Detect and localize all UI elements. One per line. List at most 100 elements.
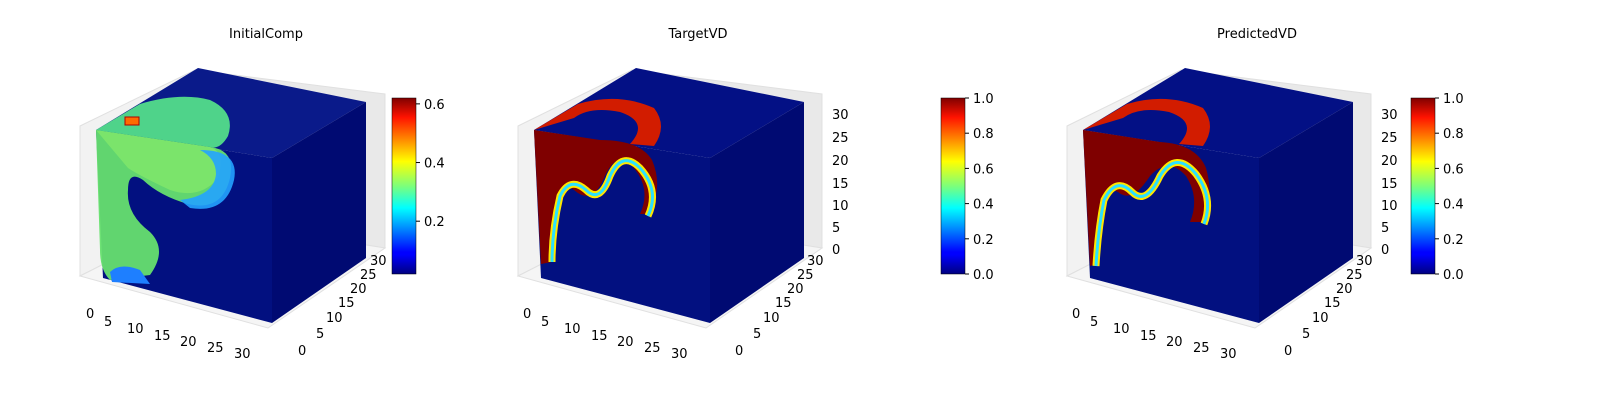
panel-title: TargetVD bbox=[667, 27, 727, 42]
cube-top bbox=[534, 68, 804, 158]
svg-text:30: 30 bbox=[832, 108, 849, 123]
svg-text:15: 15 bbox=[154, 329, 171, 344]
svg-text:10: 10 bbox=[326, 311, 343, 326]
svg-text:15: 15 bbox=[832, 177, 849, 192]
svg-text:5: 5 bbox=[316, 327, 324, 342]
svg-text:15: 15 bbox=[1140, 329, 1157, 344]
top-pattern bbox=[1083, 98, 1210, 146]
colorbar-gradient bbox=[1410, 97, 1436, 275]
voxel-cube bbox=[534, 68, 804, 323]
colorbar-tick-label: 0.0 bbox=[973, 268, 994, 283]
colorbar-tick-label: 0.4 bbox=[424, 157, 445, 172]
colorbar-ticks: 0.2 0.4 0.6 bbox=[416, 98, 445, 230]
svg-text:0: 0 bbox=[298, 344, 306, 359]
svg-text:5: 5 bbox=[1381, 221, 1389, 236]
colorbar-tick-label: 0.4 bbox=[973, 198, 994, 213]
svg-text:25: 25 bbox=[1381, 131, 1398, 146]
svg-text:30: 30 bbox=[1220, 347, 1237, 362]
cube-top bbox=[1083, 68, 1353, 158]
svg-text:15: 15 bbox=[775, 296, 792, 311]
svg-text:25: 25 bbox=[832, 131, 849, 146]
colorbar: 0.2 0.4 0.6 bbox=[391, 97, 445, 275]
colorbar-tick-label: 0.2 bbox=[973, 233, 994, 248]
colorbar-tick-label: 0.4 bbox=[1443, 198, 1464, 213]
svg-text:20: 20 bbox=[180, 335, 197, 350]
panel-title: PredictedVD bbox=[1217, 27, 1297, 42]
svg-text:10: 10 bbox=[1113, 322, 1130, 337]
cube-side bbox=[272, 102, 366, 323]
svg-text:30: 30 bbox=[1356, 254, 1373, 269]
colorbar-tick-label: 0.0 bbox=[1443, 268, 1464, 283]
panel-targetvd: TargetVD 0 5 10 15 20 25 30 0 5 10 bbox=[516, 27, 994, 362]
svg-text:0: 0 bbox=[735, 344, 743, 359]
svg-text:20: 20 bbox=[617, 335, 634, 350]
colorbar-tick-label: 0.8 bbox=[973, 127, 994, 142]
svg-text:10: 10 bbox=[1381, 199, 1398, 214]
colorbar-gradient bbox=[391, 97, 417, 275]
svg-text:10: 10 bbox=[763, 311, 780, 326]
svg-text:15: 15 bbox=[591, 329, 608, 344]
svg-text:5: 5 bbox=[1090, 315, 1098, 330]
colorbar-tick-label: 1.0 bbox=[1443, 92, 1464, 107]
svg-text:5: 5 bbox=[832, 221, 840, 236]
colorbar-tick-label: 0.2 bbox=[1443, 233, 1464, 248]
panel-predictedvd: PredictedVD 0 5 10 15 20 25 30 0 5 bbox=[1065, 27, 1464, 362]
cube-side bbox=[710, 102, 804, 323]
svg-text:5: 5 bbox=[104, 315, 112, 330]
svg-text:10: 10 bbox=[1312, 311, 1329, 326]
panel-initialcomp: InitialComp 0 5 10 15 20 25 30 bbox=[78, 27, 445, 362]
panel-title: InitialComp bbox=[229, 27, 303, 42]
voxel-cube bbox=[96, 68, 366, 323]
svg-text:0: 0 bbox=[832, 243, 840, 258]
svg-text:0: 0 bbox=[1072, 307, 1080, 322]
svg-text:15: 15 bbox=[338, 296, 355, 311]
svg-text:5: 5 bbox=[541, 315, 549, 330]
svg-text:25: 25 bbox=[207, 341, 224, 356]
svg-text:15: 15 bbox=[1324, 296, 1341, 311]
x-ticks: 0 5 10 15 20 25 30 bbox=[86, 307, 251, 362]
y-ticks: 0 5 10 15 20 25 30 bbox=[735, 254, 824, 359]
colorbar-tick-label: 0.6 bbox=[973, 162, 994, 177]
svg-text:25: 25 bbox=[1346, 268, 1363, 283]
front-pattern bbox=[534, 130, 658, 264]
svg-text:10: 10 bbox=[127, 322, 144, 337]
svg-text:5: 5 bbox=[753, 327, 761, 342]
svg-text:20: 20 bbox=[787, 282, 804, 297]
z-ticks: 0 5 10 15 20 25 30 bbox=[1381, 108, 1398, 258]
y-ticks: 0 5 10 15 20 25 30 bbox=[298, 254, 387, 359]
colorbar-tick-label: 0.8 bbox=[1443, 127, 1464, 142]
svg-text:25: 25 bbox=[1193, 341, 1210, 356]
svg-text:0: 0 bbox=[1381, 243, 1389, 258]
top-pattern bbox=[96, 96, 230, 148]
svg-text:20: 20 bbox=[350, 282, 367, 297]
svg-text:0: 0 bbox=[86, 307, 94, 322]
colorbar-gradient bbox=[940, 97, 966, 275]
colorbar-tick-label: 1.0 bbox=[973, 92, 994, 107]
svg-text:30: 30 bbox=[671, 347, 688, 362]
y-ticks: 0 5 10 15 20 25 30 bbox=[1284, 254, 1373, 359]
svg-text:25: 25 bbox=[797, 268, 814, 283]
cube-side bbox=[1259, 102, 1353, 323]
svg-text:0: 0 bbox=[523, 307, 531, 322]
colorbar-tick-label: 0.6 bbox=[424, 98, 445, 113]
svg-text:20: 20 bbox=[832, 154, 849, 169]
colorbar-tick-label: 0.2 bbox=[424, 215, 445, 230]
svg-text:30: 30 bbox=[1381, 108, 1398, 123]
colorbar: 0.0 0.2 0.4 0.6 0.8 1.0 bbox=[1410, 92, 1464, 283]
hotspot bbox=[124, 116, 140, 126]
colorbar-tick-label: 0.6 bbox=[1443, 162, 1464, 177]
colorbar: 0.0 0.2 0.4 0.6 0.8 1.0 bbox=[940, 92, 994, 283]
colorbar-ticks: 0.0 0.2 0.4 0.6 0.8 1.0 bbox=[965, 92, 994, 283]
svg-text:0: 0 bbox=[1284, 344, 1292, 359]
svg-text:10: 10 bbox=[564, 322, 581, 337]
top-pattern bbox=[534, 98, 661, 146]
svg-text:20: 20 bbox=[1381, 154, 1398, 169]
x-ticks: 0 5 10 15 20 25 30 bbox=[523, 307, 688, 362]
svg-text:15: 15 bbox=[1381, 177, 1398, 192]
svg-text:30: 30 bbox=[370, 254, 387, 269]
svg-text:25: 25 bbox=[644, 341, 661, 356]
svg-text:10: 10 bbox=[832, 199, 849, 214]
svg-text:25: 25 bbox=[360, 268, 377, 283]
voxel-cube bbox=[1083, 68, 1353, 323]
